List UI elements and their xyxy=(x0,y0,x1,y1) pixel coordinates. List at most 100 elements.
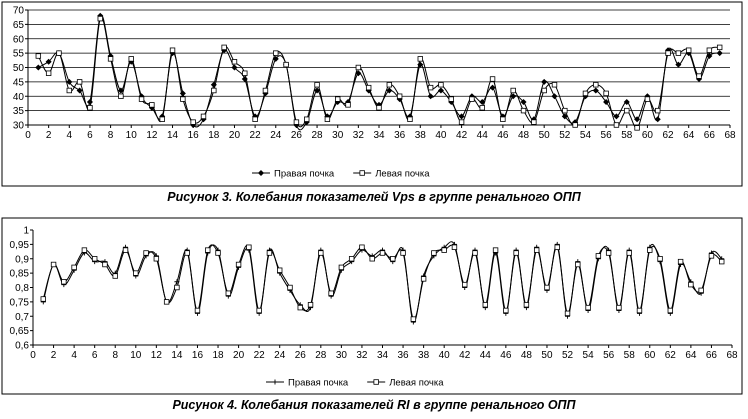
fig4-series-2-point xyxy=(626,250,632,256)
fig3-series-2-point xyxy=(489,76,496,82)
fig3-series-1-point xyxy=(386,87,393,94)
fig4-series-2-point xyxy=(431,250,437,256)
fig3-x-tick-label: 50 xyxy=(539,130,551,141)
fig3-series-2-point xyxy=(118,93,124,99)
fig3-y-tick-label: 55 xyxy=(13,49,25,60)
fig4-series-2-point xyxy=(143,250,149,256)
fig4-series-2-point xyxy=(647,247,653,253)
fig3-series-1-point xyxy=(592,87,599,94)
fig4-x-tick-label: 56 xyxy=(603,350,615,361)
fig3-series-2-point xyxy=(221,44,227,51)
fig3-series-2-point xyxy=(396,93,403,99)
fig4-series-2-point xyxy=(338,264,345,271)
fig3-series-1-point xyxy=(613,113,620,120)
fig3-y-tick-label: 40 xyxy=(13,92,25,103)
fig4-series-2-point xyxy=(40,296,46,302)
fig3-series-2-point xyxy=(448,96,454,102)
fig3-x-tick-label: 2 xyxy=(46,130,52,141)
fig3-x-tick-label: 28 xyxy=(311,130,323,141)
fig4-series-2-point xyxy=(215,250,221,256)
fig4-x-tick-label: 38 xyxy=(418,350,430,361)
fig4-series-2-point xyxy=(61,279,67,285)
fig3-series-2-point xyxy=(87,105,93,111)
fig4-legend-marker xyxy=(272,379,278,385)
fig3-x-tick-label: 36 xyxy=(394,130,406,141)
fig3-x-tick-label: 54 xyxy=(580,130,592,141)
fig3-series-1-point xyxy=(437,87,444,94)
fig3-legend-label: Левая почка xyxy=(375,169,430,180)
fig3-series-2-point xyxy=(35,53,42,59)
fig4-series-2-point xyxy=(318,250,324,256)
fig3-series-2-point xyxy=(335,96,341,102)
fig4-series-2-point xyxy=(554,244,560,250)
fig4-series-2-point xyxy=(307,302,314,308)
fig3-series-1-point xyxy=(603,98,610,106)
fig4-series-2 xyxy=(40,244,725,322)
fig4-y-tick-label: 0,85 xyxy=(10,269,30,280)
fig3-series-1-point xyxy=(654,116,661,123)
fig4-series-2-point xyxy=(585,304,591,311)
fig4-series-2-point xyxy=(50,261,57,268)
fig4-x-tick-label: 46 xyxy=(500,350,512,361)
fig3-series-2-point xyxy=(551,82,558,88)
fig4-x-tick-label: 18 xyxy=(212,350,224,361)
fig4-series-2-point xyxy=(708,253,715,259)
fig3-x-tick-label: 40 xyxy=(435,130,447,141)
fig3-series-2-point xyxy=(376,105,382,111)
fig3-series-1-point xyxy=(458,113,465,120)
fig4-x-tick-label: 28 xyxy=(315,350,327,361)
fig3-series-2-point xyxy=(345,102,351,108)
fig4-x-tick-label: 62 xyxy=(665,350,677,361)
fig3-y-tick-label: 65 xyxy=(13,20,25,31)
fig3-series-1-point xyxy=(427,93,434,100)
fig4-x-tick-label: 44 xyxy=(480,350,492,361)
fig3-x-tick-label: 32 xyxy=(353,130,365,141)
fig4-x-tick-label: 60 xyxy=(644,350,656,361)
fig3-series-2-point xyxy=(572,122,578,128)
fig3-series-2-point xyxy=(211,87,217,94)
fig4-series-2-point xyxy=(482,302,488,308)
fig3-y-tick-label: 30 xyxy=(13,121,25,132)
fig3-series-2-point xyxy=(314,82,320,88)
fig3-series-2-point xyxy=(458,119,465,125)
fig3-series-2-point xyxy=(613,122,620,128)
fig3-x-tick-label: 22 xyxy=(250,130,262,141)
fig4-series-2-point xyxy=(133,270,139,276)
fig3-series-2-point xyxy=(293,119,300,125)
fig3-series-2-point xyxy=(624,107,630,114)
fig3-legend: Правая почка Левая почка xyxy=(252,169,430,180)
fig4-series-2-point xyxy=(605,250,612,256)
fig3-x-tick-label: 24 xyxy=(270,130,282,141)
fig3-series-1-point xyxy=(520,98,527,106)
fig3-series-1-point xyxy=(634,116,641,123)
fig3-series-2-point xyxy=(696,73,702,79)
figure-4-caption: Рисунок 4. Колебания показателей RI в гр… xyxy=(172,398,576,412)
fig3-series-2-point xyxy=(562,107,568,114)
fig4-x-tick-label: 64 xyxy=(685,350,697,361)
fig4-x-tick-label: 50 xyxy=(541,350,553,361)
fig3-series-2-point xyxy=(76,79,83,85)
fig3-x-tick-label: 42 xyxy=(456,130,468,141)
fig3-x-tick-label: 62 xyxy=(662,130,674,141)
fig3-series-1-point xyxy=(551,93,558,100)
fig4-series-2-point xyxy=(266,250,273,256)
fig4-x-tick-label: 8 xyxy=(112,350,118,361)
fig3-x-tick-label: 20 xyxy=(229,130,241,141)
fig4-series-2-point xyxy=(71,264,77,271)
fig3-series-2-point xyxy=(582,90,589,97)
fig4-series-2-point xyxy=(410,316,417,322)
fig3-series-2-point xyxy=(262,87,269,94)
fig3-series-1-point xyxy=(479,98,486,106)
fig4-x-tick-label: 30 xyxy=(336,350,348,361)
fig3-series-2-point xyxy=(686,47,692,53)
fig4-legend-marker xyxy=(373,379,379,385)
fig4-x-tick-label: 68 xyxy=(726,350,738,361)
fig3-legend-marker xyxy=(359,170,365,176)
fig3-y-tick-label: 70 xyxy=(13,6,25,17)
fig3-series-2-point xyxy=(510,87,516,94)
fig3-series-2-point xyxy=(438,82,444,88)
fig3-series-2-point xyxy=(634,125,640,131)
fig4-chart-frame xyxy=(1,217,743,395)
fig4-x-tick-label: 12 xyxy=(151,350,163,361)
fig3-series-2-point xyxy=(655,107,661,114)
